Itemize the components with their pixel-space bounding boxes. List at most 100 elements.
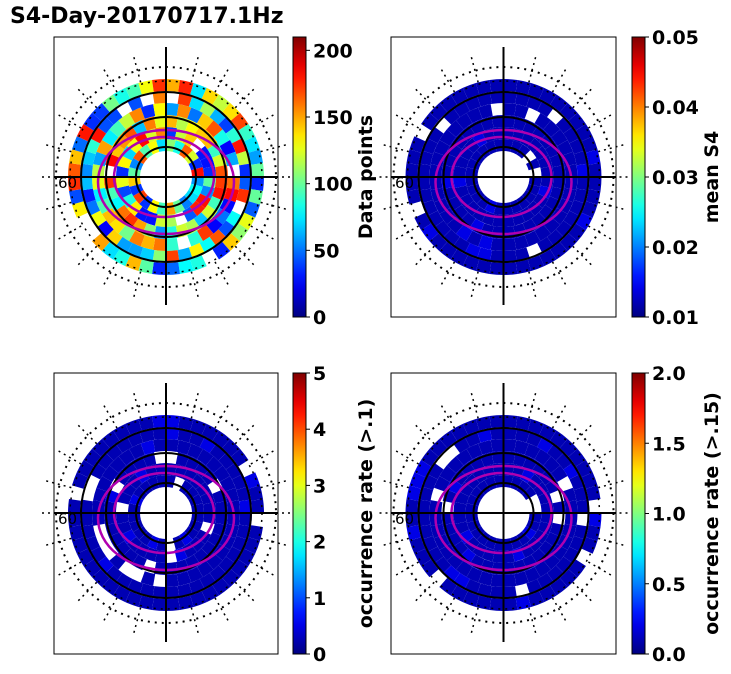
- heatmap-cell: [527, 255, 545, 272]
- heatmap-cell: [522, 119, 538, 136]
- heatmap-cell: [182, 206, 198, 223]
- heatmap-cell: [450, 585, 468, 603]
- meridian-spoke: [572, 581, 593, 602]
- heatmap-cell: [550, 94, 568, 113]
- meridian-spoke: [597, 537, 625, 547]
- heatmap-cell: [213, 544, 231, 561]
- heatmap-cell: [514, 104, 529, 119]
- heatmap-cell: [193, 461, 210, 478]
- heatmap-cell: [446, 196, 462, 212]
- heatmap-cell: [113, 249, 131, 267]
- heatmap-cell: [455, 560, 473, 578]
- heatmap-cell: [515, 416, 532, 431]
- heatmap-cell: [455, 448, 473, 466]
- heatmap-cell: [503, 427, 517, 440]
- colorbar-tick-label: 2.0: [652, 363, 686, 385]
- heatmap-cell: [417, 177, 431, 191]
- heatmap-cell: [193, 125, 210, 142]
- heatmap-cell: [71, 472, 88, 489]
- heatmap-cell: [133, 190, 148, 204]
- heatmap-cell: [96, 452, 114, 470]
- heatmap-cell: [446, 478, 462, 494]
- heatmap-cell: [478, 571, 493, 586]
- colorbar-tick-label: 100: [313, 174, 353, 196]
- heatmap-cell: [568, 223, 586, 242]
- heatmap-cell: [101, 465, 119, 482]
- heatmap-cell: [490, 91, 504, 104]
- meridian-spoke: [214, 597, 230, 622]
- heatmap-cell: [188, 519, 203, 532]
- heatmap-cell: [152, 91, 166, 104]
- figure-title: S4-Day-20170717.1Hz: [10, 4, 284, 29]
- heatmap-cell: [538, 204, 556, 221]
- heatmap-cell: [166, 439, 179, 452]
- heatmap-cell: [406, 525, 421, 541]
- heatmap-cell: [113, 423, 131, 441]
- heatmap-cell: [446, 456, 464, 474]
- heatmap-cell: [455, 112, 473, 130]
- heatmap-cell: [114, 540, 131, 557]
- heatmap-cell: [466, 566, 483, 583]
- meridian-spoke: [440, 68, 456, 93]
- heatmap-cell: [251, 163, 264, 177]
- heatmap-cell: [139, 195, 153, 210]
- heatmap-cell: [166, 415, 180, 428]
- heatmap-cell: [116, 165, 129, 177]
- heatmap-cell: [543, 120, 561, 138]
- heatmap-cell: [526, 158, 541, 171]
- heatmap-cell: [176, 440, 192, 455]
- heatmap-cell: [244, 537, 261, 554]
- heatmap-cell: [550, 577, 568, 596]
- heatmap-cell: [524, 443, 541, 460]
- heatmap-cell: [555, 452, 574, 470]
- heatmap-cell: [248, 525, 263, 541]
- heatmap-cell: [101, 129, 119, 146]
- heatmap-cell: [219, 476, 236, 492]
- heatmap-cell: [453, 165, 467, 177]
- heatmap-cell: [222, 569, 241, 588]
- heatmap-cell: [417, 163, 431, 177]
- colorbar-label: mean S4: [701, 131, 723, 224]
- heatmap-cell: [80, 177, 93, 191]
- heatmap-cell: [76, 124, 94, 142]
- colorbar-tick-label: 1: [313, 588, 326, 610]
- heatmap-cell: [71, 136, 88, 153]
- heatmap-cell: [545, 478, 561, 494]
- meridian-spoke: [234, 581, 255, 602]
- heatmap-cell: [197, 112, 214, 130]
- heatmap-cell: [466, 443, 483, 460]
- heatmap-cell: [470, 486, 486, 500]
- heatmap-cell: [575, 460, 593, 478]
- meridian-spoke: [214, 404, 230, 429]
- heatmap-cell: [122, 125, 139, 142]
- heatmap-cell: [190, 591, 207, 608]
- heatmap-cell: [68, 499, 81, 513]
- heatmap-cell: [184, 190, 199, 204]
- heatmap-cell: [166, 574, 179, 587]
- heatmap-cell: [182, 542, 198, 559]
- heatmap-cell: [421, 223, 439, 242]
- heatmap-cell: [534, 560, 552, 578]
- heatmap-cell: [534, 112, 552, 130]
- heatmap-cell: [555, 556, 574, 574]
- heatmap-cell: [131, 119, 147, 136]
- colorbar-4: 0.0 0.5 1.0 1.5 2.0 occurrence rate (>.15): [631, 363, 723, 666]
- heatmap-cell: [212, 94, 231, 113]
- heatmap-cell: [470, 190, 486, 204]
- heatmap-cell: [516, 531, 531, 546]
- heatmap-cell: [588, 513, 602, 527]
- heatmap-cell: [489, 79, 504, 92]
- meridian-spoke: [470, 56, 479, 83]
- heatmap-cell: [405, 163, 419, 177]
- meridian-spoke: [551, 261, 567, 286]
- colorbar-2: 0.01 0.02 0.03 0.04 0.05 mean S4: [631, 27, 723, 329]
- meridian-spoke: [414, 245, 435, 266]
- meridian-spoke: [214, 68, 230, 93]
- heatmap-cell: [510, 535, 523, 550]
- meridian-spoke: [414, 424, 435, 445]
- heatmap-cell: [545, 196, 561, 212]
- heatmap-cell: [118, 112, 135, 130]
- heatmap-cell: [209, 229, 227, 247]
- heatmap-cell: [489, 262, 504, 275]
